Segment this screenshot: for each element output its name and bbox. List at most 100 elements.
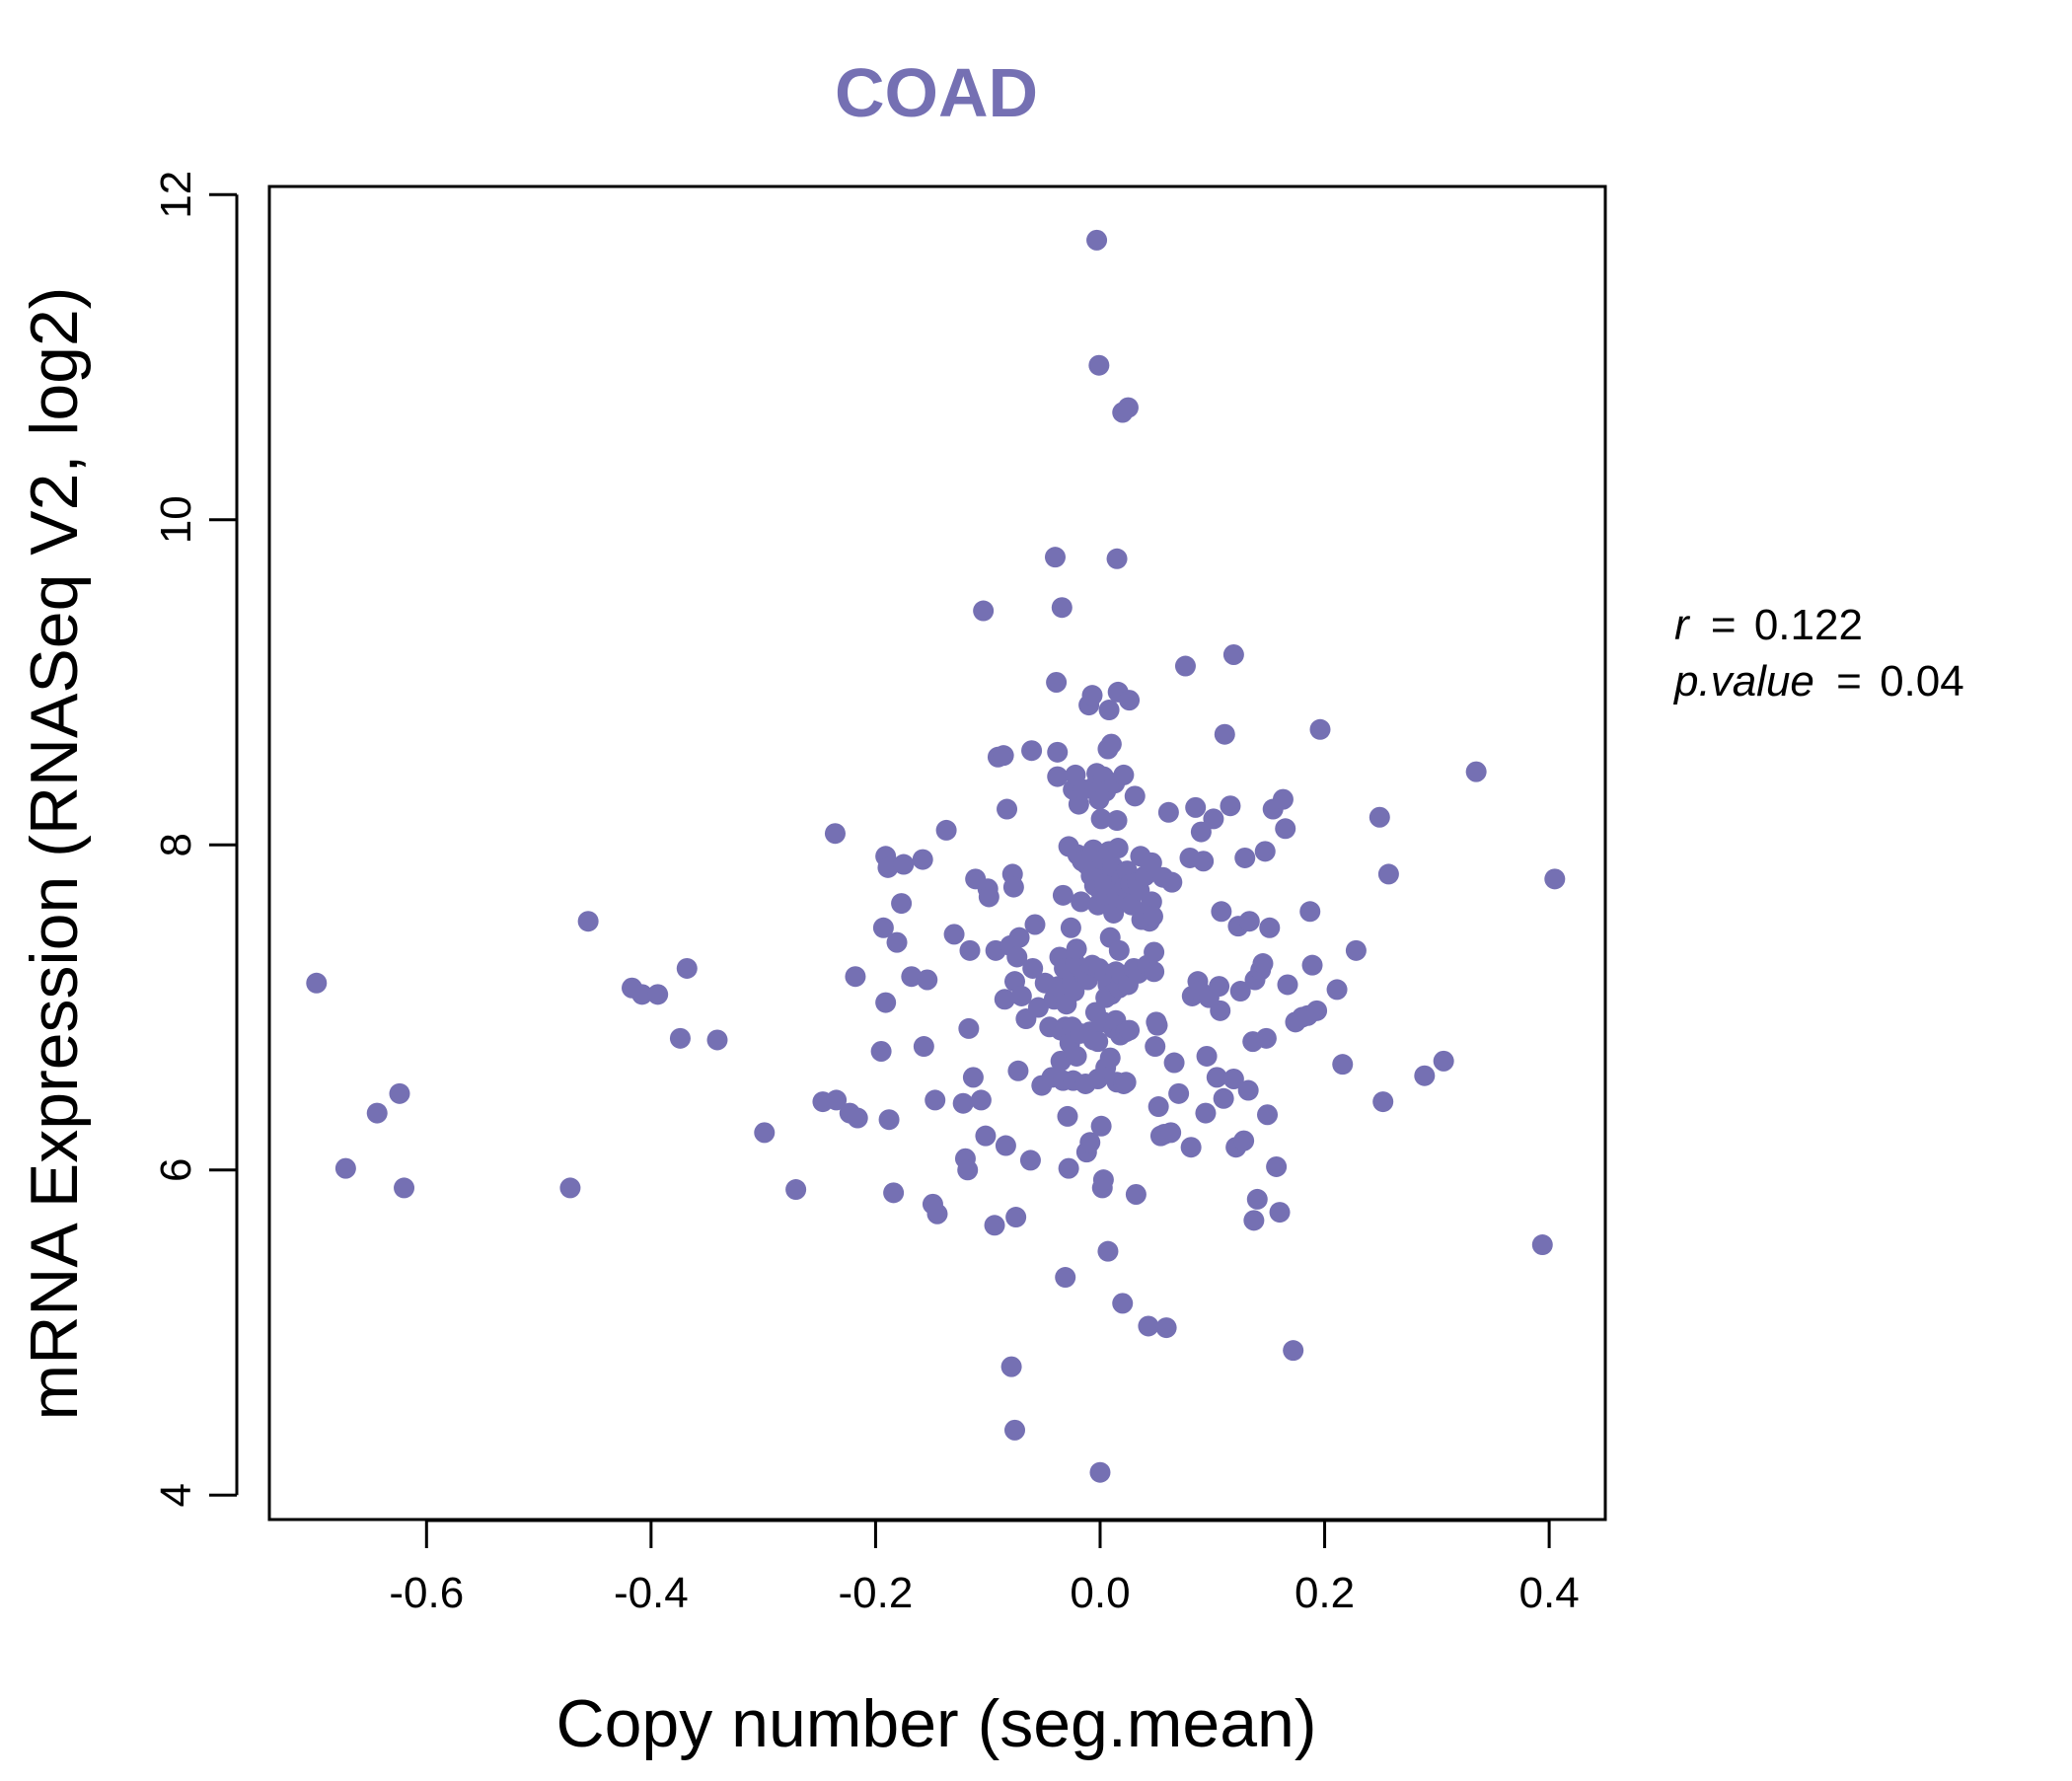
y-axis-title: mRNA Expression (RNASeq V2, log2) (17, 287, 92, 1421)
data-point (334, 1157, 356, 1179)
data-point (1000, 1356, 1022, 1377)
data-point (1372, 1091, 1394, 1113)
data-point (1125, 1183, 1147, 1205)
data-point (1531, 1234, 1553, 1256)
data-point (845, 966, 866, 988)
data-point (1100, 733, 1122, 755)
data-point (1157, 801, 1179, 823)
data-point (1115, 1072, 1137, 1093)
data-point (706, 1029, 728, 1051)
r-statistic: r = 0.122 (1674, 601, 1863, 649)
data-point (878, 1109, 900, 1131)
data-point (1090, 808, 1112, 830)
data-point (1088, 354, 1110, 376)
data-point (826, 1089, 848, 1111)
x-axis: -0.6 -0.4 -0.2 0.0 0.2 0.4 (389, 1519, 1580, 1617)
data-point (995, 1135, 1016, 1156)
data-point (1108, 939, 1130, 961)
data-point (1465, 761, 1487, 782)
r-equals: = (1711, 601, 1737, 649)
data-point (1309, 718, 1331, 740)
data-point (1145, 1036, 1166, 1058)
data-point (1161, 871, 1183, 893)
x-tick-label: -0.2 (839, 1569, 914, 1617)
data-point (1180, 1137, 1202, 1158)
data-point (1024, 914, 1046, 935)
data-point (394, 1177, 415, 1199)
data-point (824, 823, 846, 845)
data-point (1052, 884, 1073, 906)
data-point (1002, 876, 1024, 898)
data-point (1266, 1155, 1288, 1177)
x-tick-label: 0.0 (1070, 1569, 1130, 1617)
data-point (1234, 847, 1256, 868)
data-point (994, 989, 1015, 1010)
data-point (1117, 397, 1139, 418)
data-point (913, 1036, 934, 1058)
data-point (1106, 810, 1128, 832)
data-point (1277, 974, 1298, 996)
data-point (1185, 796, 1207, 818)
data-point (1193, 851, 1215, 872)
data-point (631, 984, 653, 1005)
data-point (559, 1177, 581, 1199)
data-point (1113, 764, 1135, 785)
r-value: 0.122 (1754, 601, 1863, 649)
data-point (1050, 1050, 1072, 1072)
data-point (1142, 906, 1163, 928)
data-point (1079, 1132, 1101, 1153)
data-point (647, 984, 669, 1005)
data-point (1246, 1188, 1268, 1210)
data-point (1066, 1045, 1087, 1067)
p-value: 0.04 (1880, 657, 1964, 705)
data-point (1147, 1096, 1169, 1118)
data-point (1066, 938, 1087, 960)
data-point (1112, 1293, 1134, 1314)
x-tick-label: 0.4 (1519, 1569, 1580, 1617)
data-point (1211, 901, 1232, 923)
data-point (1237, 1079, 1259, 1101)
scatter-points (306, 229, 1566, 1483)
data-point (1220, 795, 1241, 817)
data-point (389, 1082, 410, 1104)
data-point (1243, 1210, 1265, 1231)
data-point (901, 966, 923, 988)
x-axis-title: Copy number (seg.mean) (555, 1686, 1316, 1761)
data-point (1160, 1122, 1182, 1144)
data-point (1257, 1104, 1279, 1126)
data-point (1058, 1157, 1079, 1179)
data-point (1195, 1102, 1217, 1124)
data-point (1007, 1060, 1029, 1081)
data-point (1155, 1317, 1177, 1339)
data-point (1544, 868, 1566, 890)
data-point (1021, 740, 1043, 762)
data-point (1299, 901, 1321, 923)
data-point (959, 939, 981, 961)
data-point (917, 969, 938, 991)
data-point (1252, 953, 1274, 975)
data-point (957, 1159, 979, 1181)
data-point (1106, 548, 1128, 569)
data-point (1087, 1031, 1109, 1053)
data-point (1222, 643, 1244, 665)
p-statistic: p.value = 0.04 (1672, 657, 1964, 705)
data-point (1222, 1069, 1244, 1090)
data-point (1119, 690, 1141, 711)
data-point (1196, 1045, 1218, 1067)
data-point (1377, 863, 1399, 885)
data-point (935, 819, 957, 841)
data-point (1019, 1150, 1041, 1171)
data-point (1332, 1054, 1354, 1076)
data-point (962, 1067, 984, 1088)
data-point (1306, 1000, 1328, 1021)
p-equals: = (1836, 657, 1862, 705)
y-tick-label: 4 (152, 1483, 200, 1507)
data-point (973, 600, 995, 622)
data-point (1022, 957, 1044, 979)
data-point (883, 1182, 905, 1204)
data-point (1168, 1082, 1190, 1104)
data-point (970, 1089, 992, 1111)
data-point (1090, 1115, 1112, 1137)
data-point (754, 1122, 776, 1144)
data-point (872, 917, 894, 938)
